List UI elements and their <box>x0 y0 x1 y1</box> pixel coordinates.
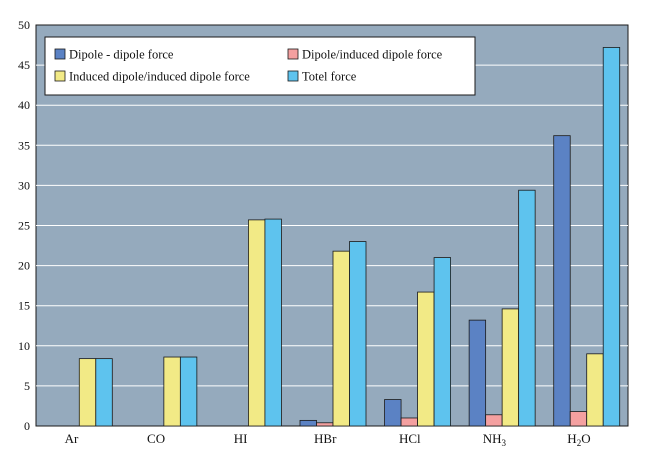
x-tick-label: NH3 <box>483 431 507 448</box>
bar-induced-dipole-induced-dipole-force-ar <box>78 358 97 427</box>
legend-swatch <box>287 48 299 60</box>
x-axis: Ar CO HI HBr HCl NH3 H2O <box>65 431 591 448</box>
legend-label: Dipole - dipole force <box>69 48 174 62</box>
bar-totel-force-hbr <box>349 241 367 427</box>
bar-totel-force-nh <box>518 189 536 427</box>
legend: Dipole - dipole force Dipole/induced dipo… <box>44 36 476 96</box>
bar-dipole-induced-dipole-force-h <box>569 411 588 427</box>
x-tick-label: CO <box>147 431 165 446</box>
y-tick-label: 10 <box>18 339 30 353</box>
y-tick-label: 5 <box>24 379 30 393</box>
y-tick-label: 0 <box>24 419 30 433</box>
legend-swatch <box>54 48 66 60</box>
y-tick-label: 25 <box>18 219 30 233</box>
bar-totel-force-h <box>602 47 621 427</box>
bars <box>78 47 621 427</box>
bar-dipole-induced-dipole-force-hbr <box>316 422 334 427</box>
bar-dipole-dipole-force-hcl <box>384 399 402 427</box>
y-tick-label: 35 <box>18 138 30 152</box>
x-tick-label: HI <box>234 431 248 446</box>
y-tick-label: 45 <box>18 58 30 72</box>
x-tick-label: HCl <box>399 431 421 446</box>
bar-induced-dipole-induced-dipole-force-hbr <box>332 250 350 427</box>
bar-induced-dipole-induced-dipole-force-hcl <box>417 291 435 427</box>
legend-swatch <box>287 70 299 82</box>
y-axis: 0 5 10 15 20 25 30 35 40 45 50 <box>18 18 30 433</box>
legend-label: Induced dipole/induced dipole force <box>69 70 250 84</box>
bar-dipole-dipole-force-nh <box>468 319 487 427</box>
y-tick-label: 30 <box>18 178 30 192</box>
bar-induced-dipole-induced-dipole-force-nh <box>501 308 520 427</box>
y-tick-label: 50 <box>18 18 30 32</box>
legend-label: Dipole/induced dipole force <box>302 48 443 62</box>
x-tick-label: H2O <box>567 431 590 448</box>
bar-induced-dipole-induced-dipole-force-hi <box>248 219 266 427</box>
bar-induced-dipole-induced-dipole-force-co <box>163 356 181 427</box>
x-tick-label: HBr <box>314 431 337 446</box>
bar-induced-dipole-induced-dipole-force-h <box>586 353 604 427</box>
bar-dipole-induced-dipole-force-hcl <box>400 417 418 427</box>
bar-totel-force-hi <box>264 218 282 427</box>
legend-box <box>44 36 476 96</box>
bar-totel-force-ar <box>95 358 113 427</box>
bar-totel-force-co <box>179 356 198 427</box>
legend-label: Totel force <box>302 70 357 84</box>
y-tick-label: 20 <box>18 259 30 273</box>
bar-totel-force-hcl <box>433 257 451 427</box>
bar-dipole-dipole-force-h <box>553 135 571 427</box>
y-tick-label: 40 <box>18 98 30 112</box>
bar-dipole-dipole-force-hbr <box>299 419 317 427</box>
bar-dipole-induced-dipole-force-nh <box>485 414 503 427</box>
legend-swatch <box>54 70 66 82</box>
x-tick-label: Ar <box>65 431 79 446</box>
y-tick-label: 15 <box>18 299 30 313</box>
